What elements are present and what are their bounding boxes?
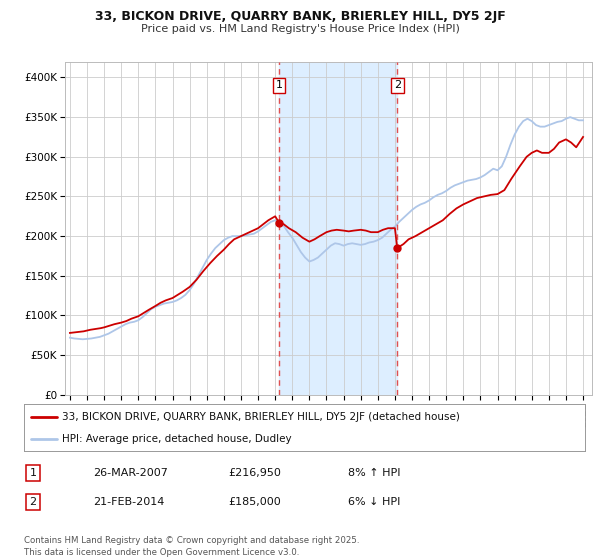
Text: 1: 1	[275, 81, 283, 90]
Bar	[279, 62, 397, 395]
Text: 1: 1	[29, 468, 37, 478]
Text: Contains HM Land Registry data © Crown copyright and database right 2025.
This d: Contains HM Land Registry data © Crown c…	[24, 536, 359, 557]
Text: £216,950: £216,950	[228, 468, 281, 478]
Text: 21-FEB-2014: 21-FEB-2014	[93, 497, 164, 507]
Text: 33, BICKON DRIVE, QUARRY BANK, BRIERLEY HILL, DY5 2JF: 33, BICKON DRIVE, QUARRY BANK, BRIERLEY …	[95, 10, 505, 22]
Text: £185,000: £185,000	[228, 497, 281, 507]
Text: Price paid vs. HM Land Registry's House Price Index (HPI): Price paid vs. HM Land Registry's House …	[140, 24, 460, 34]
Text: 2: 2	[394, 81, 401, 90]
Text: 2: 2	[29, 497, 37, 507]
Text: 26-MAR-2007: 26-MAR-2007	[93, 468, 168, 478]
Text: 6% ↓ HPI: 6% ↓ HPI	[348, 497, 400, 507]
Text: 33, BICKON DRIVE, QUARRY BANK, BRIERLEY HILL, DY5 2JF (detached house): 33, BICKON DRIVE, QUARRY BANK, BRIERLEY …	[62, 412, 460, 422]
Text: 8% ↑ HPI: 8% ↑ HPI	[348, 468, 401, 478]
Text: HPI: Average price, detached house, Dudley: HPI: Average price, detached house, Dudl…	[62, 434, 292, 444]
